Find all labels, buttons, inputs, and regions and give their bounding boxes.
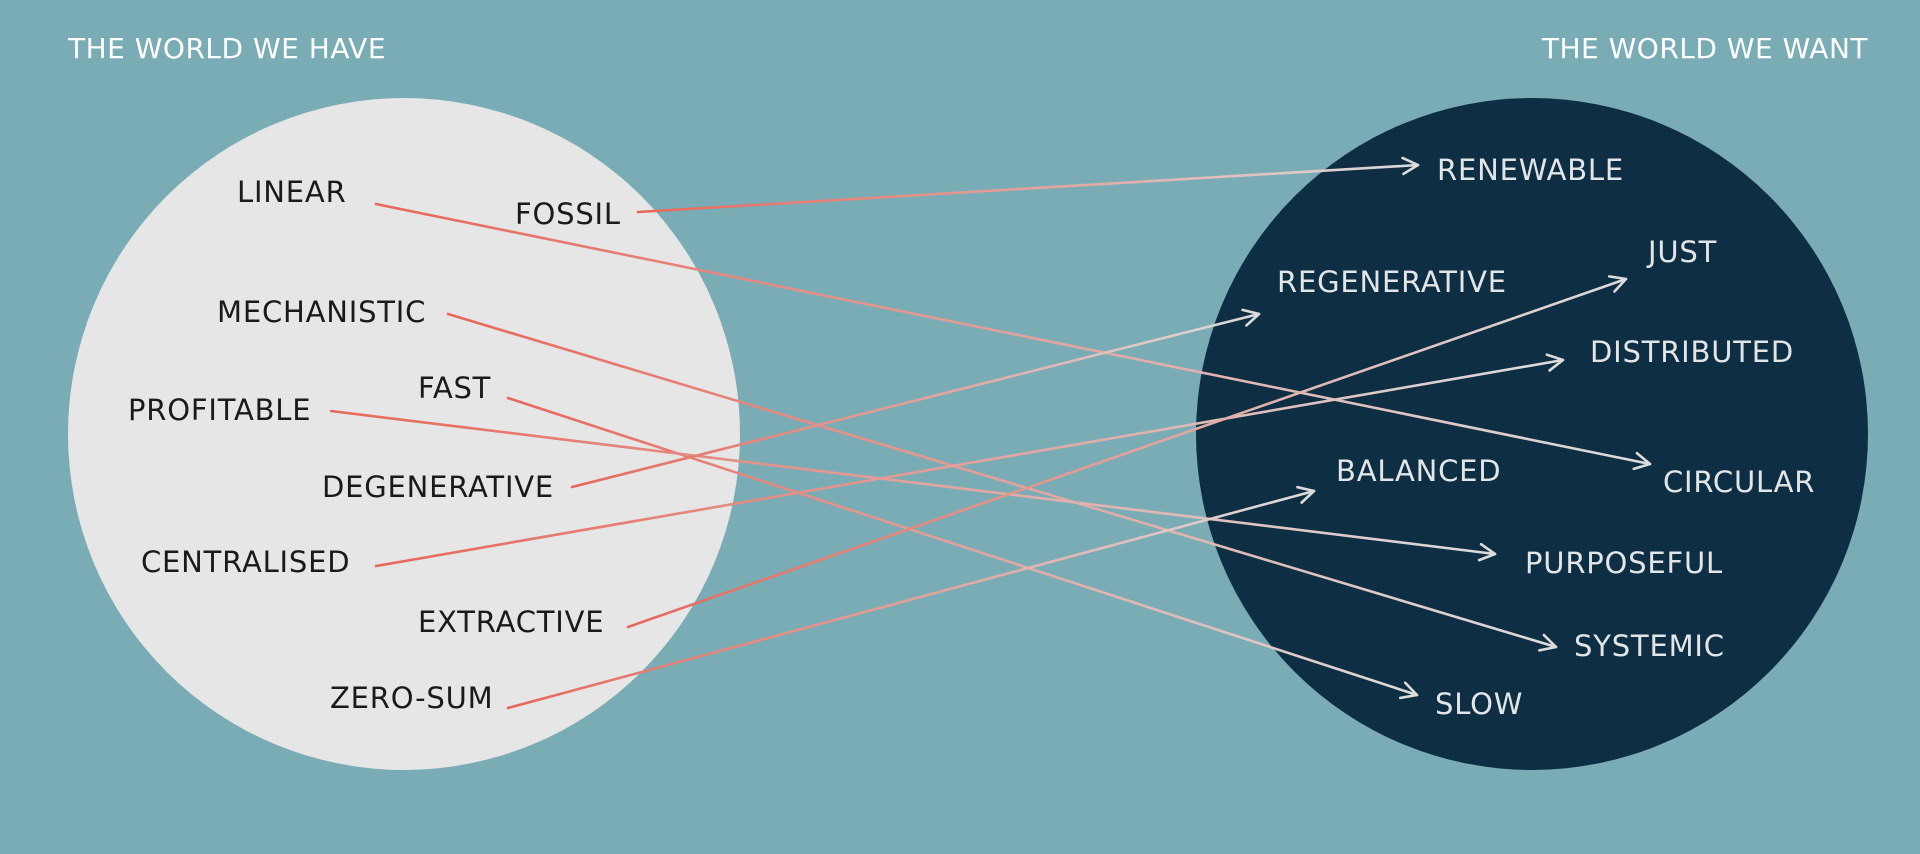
arrow-fast-to-slow <box>506 396 1419 700</box>
heading-world-we-have: THE WORLD WE HAVE <box>68 32 387 65</box>
arrow-degenerative-to-regenerative <box>570 308 1261 489</box>
word-left-centralised: CENTRALISED <box>141 545 350 579</box>
word-right-circular: CIRCULAR <box>1663 465 1815 499</box>
arrowhead-icon <box>1632 451 1652 471</box>
heading-world-we-want: THE WORLD WE WANT <box>1541 32 1868 65</box>
word-right-systemic: SYSTEMIC <box>1574 629 1725 663</box>
arrow-profitable-to-purposeful <box>329 409 1497 562</box>
arrowhead-icon <box>1401 156 1420 176</box>
arrow-line <box>626 277 1628 629</box>
word-left-mechanistic: MECHANISTIC <box>217 295 426 329</box>
arrow-line <box>374 202 1652 466</box>
arrowhead-icon <box>1477 542 1497 562</box>
word-right-distributed: DISTRIBUTED <box>1590 335 1794 369</box>
word-right-slow: SLOW <box>1435 687 1523 721</box>
arrow-line <box>329 409 1497 556</box>
arrow-mechanistic-to-systemic <box>446 312 1558 652</box>
word-right-renewable: RENEWABLE <box>1437 153 1624 187</box>
word-left-fast: FAST <box>418 371 491 405</box>
word-right-purposeful: PURPOSEFUL <box>1525 546 1723 580</box>
arrow-linear-to-circular <box>374 202 1652 471</box>
word-right-just: JUST <box>1646 235 1717 269</box>
arrow-line <box>570 312 1261 489</box>
arrow-line <box>636 163 1420 214</box>
arrowhead-icon <box>1607 275 1628 293</box>
word-right-balanced: BALANCED <box>1336 454 1501 488</box>
arrowhead-icon <box>1545 353 1565 372</box>
arrow-line <box>374 358 1565 568</box>
world-we-want-words: RENEWABLE JUST REGENERATIVE DISTRIBUTED BALA… <box>1277 153 1815 721</box>
arrowhead-icon <box>1296 485 1316 504</box>
transition-arrows <box>329 156 1652 710</box>
word-left-fossil: FOSSIL <box>515 197 621 231</box>
arrowhead-icon <box>1538 633 1558 652</box>
world-we-want-circle <box>1196 98 1868 770</box>
word-left-linear: LINEAR <box>237 175 347 209</box>
world-we-have-circle <box>68 98 740 770</box>
world-we-have-words: LINEAR FOSSIL MECHANISTIC FAST PROFITABLE DEG… <box>128 175 621 715</box>
arrow-zero-sum-to-balanced <box>506 485 1316 710</box>
arrow-line <box>506 489 1316 710</box>
arrowhead-icon <box>1241 308 1261 327</box>
arrow-fossil-to-renewable <box>636 156 1420 214</box>
word-left-profitable: PROFITABLE <box>128 393 311 427</box>
word-left-extractive: EXTRACTIVE <box>418 605 604 639</box>
word-right-regenerative: REGENERATIVE <box>1277 265 1507 299</box>
arrow-extractive-to-just <box>626 275 1628 629</box>
arrowhead-icon <box>1398 681 1419 700</box>
word-left-zero-sum: ZERO-SUM <box>330 681 494 715</box>
word-left-degenerative: DEGENERATIVE <box>322 470 554 504</box>
arrow-line <box>506 396 1419 697</box>
arrow-centralised-to-distributed <box>374 353 1565 568</box>
arrow-line <box>446 312 1558 649</box>
